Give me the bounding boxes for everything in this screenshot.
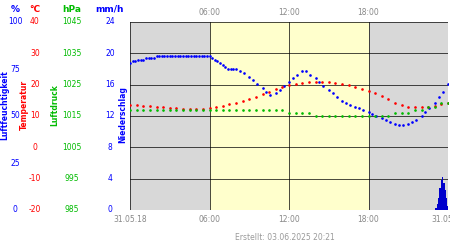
Text: 995: 995 [65,174,79,183]
Text: 0: 0 [13,206,18,214]
Text: 30: 30 [30,49,40,58]
Text: 50: 50 [10,112,20,120]
Bar [447,206,449,210]
Text: 985: 985 [65,206,79,214]
Bar [446,198,447,210]
Text: 20: 20 [30,80,40,89]
Bar [443,182,445,210]
Text: Temperatur: Temperatur [19,80,28,130]
Bar [445,190,446,210]
Text: -20: -20 [29,206,41,214]
Text: 12: 12 [105,112,115,120]
Text: 10: 10 [30,112,40,120]
Text: 0: 0 [32,143,37,152]
Text: 1045: 1045 [62,18,82,26]
Text: 40: 40 [30,18,40,26]
Text: 1035: 1035 [62,49,82,58]
Text: 25: 25 [10,158,20,168]
Text: Luftfeuchtigkeit: Luftfeuchtigkeit [0,70,9,140]
Text: 100: 100 [8,18,22,26]
Text: 24: 24 [105,18,115,26]
Text: 1025: 1025 [63,80,81,89]
Bar [442,177,443,210]
Text: Niederschlag: Niederschlag [118,86,127,144]
Text: 8: 8 [108,143,112,152]
Text: mm/h: mm/h [96,5,124,14]
Text: °C: °C [29,5,40,14]
Bar [130,22,210,210]
Text: 75: 75 [10,64,20,74]
Text: 1005: 1005 [62,143,82,152]
Bar [441,180,442,210]
Text: hPa: hPa [63,5,81,14]
Text: 16: 16 [105,80,115,89]
Bar [369,22,448,210]
Text: %: % [10,5,19,14]
Text: 20: 20 [105,49,115,58]
Text: 1015: 1015 [63,112,81,120]
Text: Erstellt: 03.06.2025 20:21: Erstellt: 03.06.2025 20:21 [235,233,335,242]
Bar [210,22,369,210]
Bar [440,188,441,210]
Bar [437,204,438,210]
Text: -10: -10 [29,174,41,183]
Text: 4: 4 [108,174,112,183]
Bar [438,198,439,210]
Text: 0: 0 [108,206,112,214]
Text: Luftdruck: Luftdruck [50,84,59,126]
